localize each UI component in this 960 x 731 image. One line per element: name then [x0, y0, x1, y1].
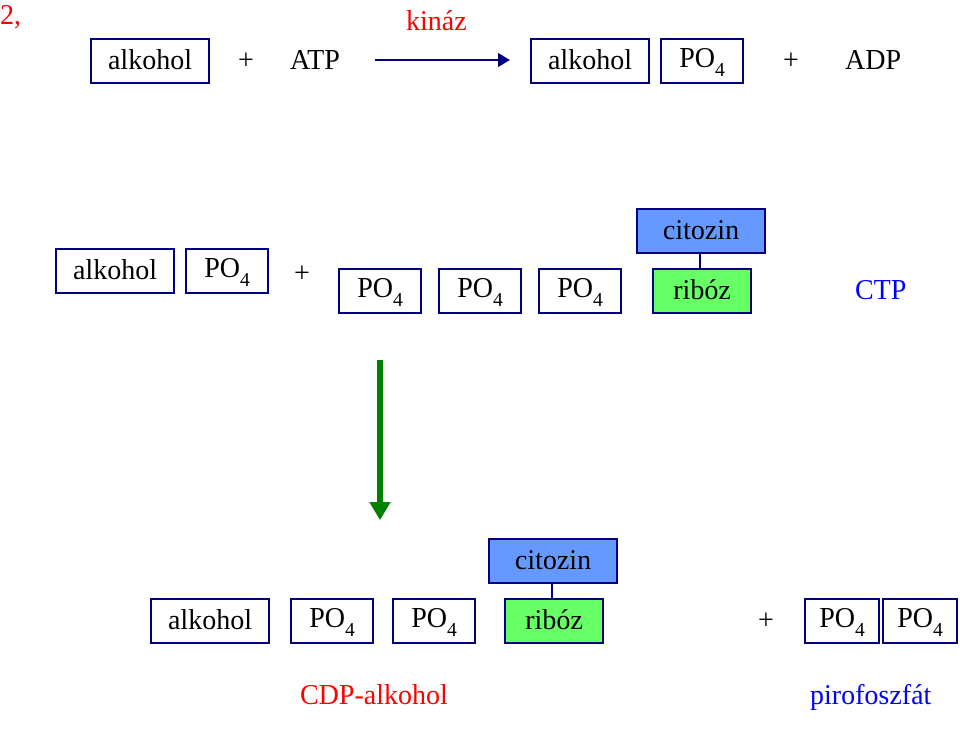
chem-box-r2-po4a: PO4 — [185, 248, 269, 294]
free-label: pirofoszfát — [810, 680, 931, 712]
po4-base: PO — [897, 603, 933, 634]
box-text: ribóz — [525, 605, 583, 637]
chem-box-r3-po4c: PO4 — [804, 598, 880, 644]
box-text: alkohol — [168, 605, 252, 637]
box-text: citozin — [515, 545, 591, 577]
po4-base: PO — [819, 603, 855, 634]
po4-sub: 4 — [345, 620, 355, 641]
chem-box-r2-alkohol: alkohol — [55, 248, 175, 294]
po4-label: PO4 — [557, 273, 603, 310]
po4-sub: 4 — [855, 620, 865, 641]
chem-box-r2-riboz: ribóz — [652, 268, 752, 314]
box-text: citozin — [663, 215, 739, 247]
chem-box-r2-po4b: PO4 — [338, 268, 422, 314]
corner-marker: 2, — [0, 0, 21, 32]
chem-box-r3-alkohol: alkohol — [150, 598, 270, 644]
po4-sub: 4 — [933, 620, 943, 641]
po4-label: PO4 — [679, 43, 725, 80]
po4-sub: 4 — [493, 290, 503, 311]
box-text: alkohol — [548, 45, 632, 77]
po4-label: PO4 — [411, 603, 457, 640]
po4-label: PO4 — [897, 603, 943, 640]
po4-label: PO4 — [309, 603, 355, 640]
plus-sign: + — [783, 45, 799, 77]
po4-sub: 4 — [593, 290, 603, 311]
box-text: alkohol — [73, 255, 157, 287]
po4-sub: 4 — [240, 270, 250, 291]
chem-box-r3-riboz: ribóz — [504, 598, 604, 644]
arrow-down-arrow — [369, 360, 391, 520]
po4-label: PO4 — [457, 273, 503, 310]
po4-base: PO — [309, 603, 345, 634]
chem-box-r1-po4: PO4 — [660, 38, 744, 84]
po4-label: PO4 — [204, 253, 250, 290]
free-label: kináz — [406, 6, 467, 38]
chem-box-r1-alkohol2: alkohol — [530, 38, 650, 84]
po4-sub: 4 — [393, 290, 403, 311]
chem-box-r2-citozin: citozin — [636, 208, 766, 254]
free-label: ADP — [845, 45, 901, 77]
chem-box-r3-citozin: citozin — [488, 538, 618, 584]
po4-label: PO4 — [819, 603, 865, 640]
diagram-stage: 2, kinázATPADPCTPCDP-alkoholpirofoszfát … — [0, 0, 960, 731]
po4-base: PO — [679, 43, 715, 74]
chem-box-r3-po4d: PO4 — [882, 598, 958, 644]
box-text: ribóz — [673, 275, 731, 307]
chem-box-r2-po4c: PO4 — [438, 268, 522, 314]
po4-base: PO — [357, 273, 393, 304]
plus-sign: + — [238, 45, 254, 77]
po4-sub: 4 — [447, 620, 457, 641]
po4-label: PO4 — [357, 273, 403, 310]
box-text: alkohol — [108, 45, 192, 77]
free-label: ATP — [290, 45, 340, 77]
chem-box-r3-po4b: PO4 — [392, 598, 476, 644]
po4-base: PO — [204, 253, 240, 284]
free-label: CDP-alkohol — [300, 680, 448, 712]
arrow-kinase-arrow — [375, 53, 510, 67]
chem-box-r1-alkohol: alkohol — [90, 38, 210, 84]
plus-sign: + — [758, 605, 774, 637]
po4-base: PO — [557, 273, 593, 304]
chem-box-r3-po4a: PO4 — [290, 598, 374, 644]
chem-box-r2-po4d: PO4 — [538, 268, 622, 314]
po4-base: PO — [411, 603, 447, 634]
free-label: CTP — [855, 275, 906, 307]
po4-base: PO — [457, 273, 493, 304]
plus-sign: + — [294, 258, 310, 290]
po4-sub: 4 — [715, 60, 725, 81]
